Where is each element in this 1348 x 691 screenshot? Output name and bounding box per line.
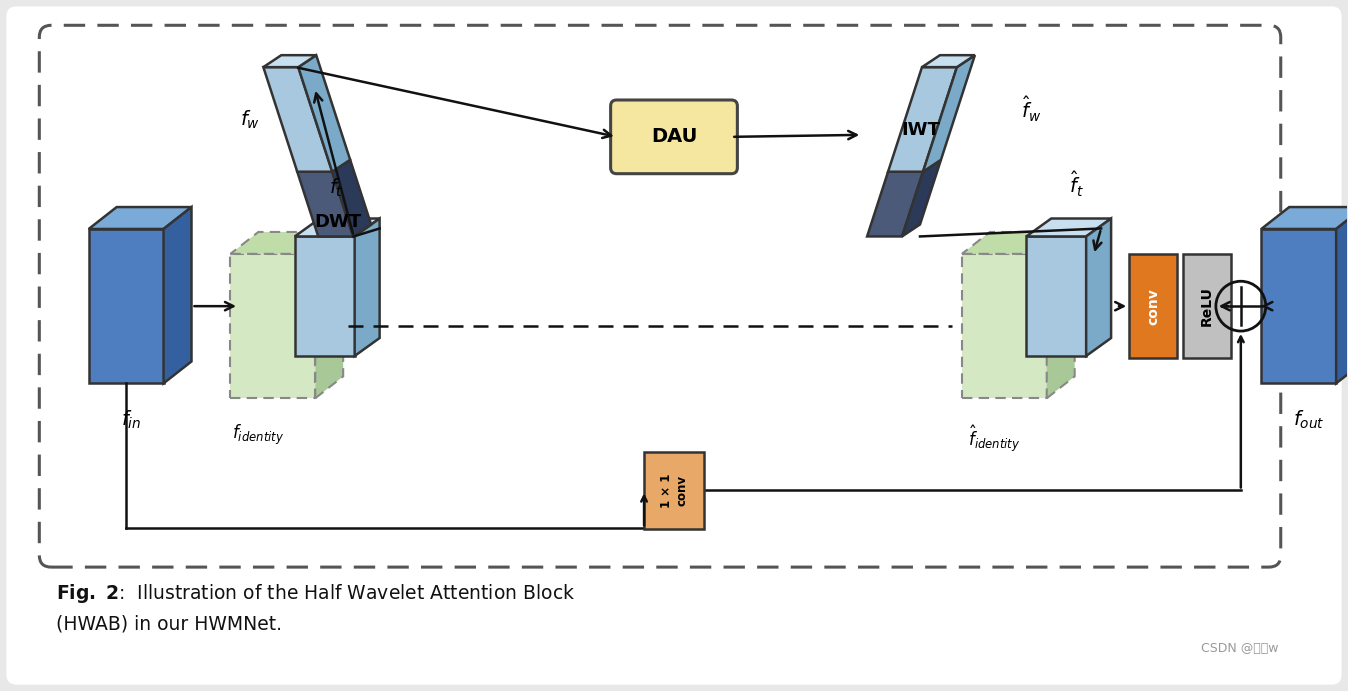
Polygon shape — [1047, 232, 1074, 398]
Polygon shape — [1086, 218, 1111, 356]
Polygon shape — [355, 218, 380, 356]
Polygon shape — [298, 55, 350, 171]
Polygon shape — [89, 207, 191, 229]
Polygon shape — [231, 232, 344, 254]
Text: CSDN @御宇w: CSDN @御宇w — [1201, 642, 1279, 655]
Text: $f_{identity}$: $f_{identity}$ — [232, 423, 284, 447]
Text: $\hat{f}_w$: $\hat{f}_w$ — [1020, 95, 1041, 124]
Polygon shape — [231, 254, 315, 398]
Polygon shape — [962, 254, 1047, 398]
Text: $\hat{f}_t$: $\hat{f}_t$ — [1069, 169, 1084, 198]
Polygon shape — [1026, 236, 1086, 356]
Polygon shape — [263, 55, 317, 67]
Polygon shape — [888, 160, 941, 171]
Polygon shape — [1026, 218, 1111, 236]
FancyBboxPatch shape — [7, 6, 1341, 685]
Polygon shape — [1262, 229, 1336, 384]
Polygon shape — [923, 55, 975, 171]
Polygon shape — [902, 160, 941, 236]
Polygon shape — [888, 67, 957, 171]
Polygon shape — [263, 67, 332, 171]
Text: ReLU: ReLU — [1200, 286, 1215, 326]
Polygon shape — [315, 232, 344, 398]
Polygon shape — [922, 55, 975, 67]
Polygon shape — [867, 171, 923, 236]
Bar — [1130, 254, 1177, 359]
Polygon shape — [298, 171, 353, 236]
Bar — [1184, 254, 1231, 359]
Text: $\mathbf{Fig.\ 2}$:  Illustration of the Half Wavelet Attention Block
(HWAB) in : $\mathbf{Fig.\ 2}$: Illustration of the … — [57, 582, 576, 633]
Text: conv: conv — [1146, 287, 1161, 325]
Polygon shape — [1336, 207, 1348, 384]
Text: DAU: DAU — [651, 127, 697, 146]
Text: $f_{in}$: $f_{in}$ — [121, 408, 142, 430]
Bar — [644, 452, 704, 529]
Text: IWT: IWT — [900, 121, 940, 139]
Polygon shape — [962, 232, 1074, 254]
Polygon shape — [163, 207, 191, 384]
FancyBboxPatch shape — [611, 100, 737, 173]
Text: 1 × 1
conv: 1 × 1 conv — [661, 473, 687, 508]
Polygon shape — [332, 160, 371, 236]
Text: $f_w$: $f_w$ — [240, 108, 260, 131]
Text: DWT: DWT — [314, 214, 363, 231]
Polygon shape — [89, 229, 163, 384]
Polygon shape — [298, 160, 350, 171]
Polygon shape — [1262, 207, 1348, 229]
Text: $f_t$: $f_t$ — [329, 176, 344, 198]
Text: $\hat{f}_{identity}$: $\hat{f}_{identity}$ — [968, 423, 1020, 454]
Text: $f_{out}$: $f_{out}$ — [1293, 408, 1325, 430]
Polygon shape — [295, 236, 355, 356]
Polygon shape — [295, 218, 380, 236]
